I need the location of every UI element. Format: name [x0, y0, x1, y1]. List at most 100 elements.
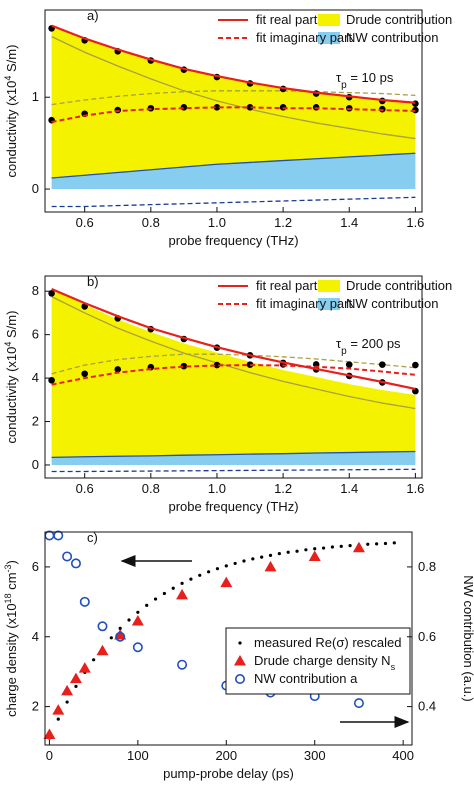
y-axis-label: conductivity (x104 S/m) [3, 311, 19, 444]
data-point [43, 728, 56, 740]
annotation-part: p [341, 80, 347, 91]
area [51, 153, 416, 190]
data-point [132, 642, 143, 653]
data-point [213, 104, 221, 111]
data-point [260, 555, 264, 559]
data-point [412, 361, 419, 369]
area [51, 289, 416, 458]
data-point [330, 545, 335, 549]
data-point [176, 588, 189, 600]
data-point [220, 576, 233, 588]
legend-box [225, 627, 411, 695]
data-point [321, 546, 326, 550]
data-point [308, 550, 321, 561]
legend-marker [235, 673, 246, 684]
y-tick-label: 0 [32, 457, 39, 472]
data-point [78, 662, 91, 673]
y2-tick-label: 0.8 [418, 559, 436, 574]
data-point [207, 570, 211, 574]
data-point [136, 610, 140, 614]
data-point [313, 547, 317, 551]
legend-label: fit real part [256, 278, 318, 293]
data-point [177, 659, 188, 670]
legend-label-part: NW contribution a [254, 671, 358, 686]
y2-tick-label: 0.4 [418, 699, 436, 714]
data-point [162, 591, 166, 596]
x-tick-label: 1.0 [208, 481, 226, 496]
data-point [233, 561, 237, 566]
y-axis-label: charge density (x1018 cm-3) [3, 560, 19, 717]
data-point [44, 530, 55, 541]
x-tick-label: 0.6 [76, 215, 94, 230]
data-point [339, 544, 343, 548]
data-point [264, 560, 277, 572]
data-point [81, 370, 88, 378]
x-tick-label: 300 [304, 748, 326, 763]
data-point [61, 684, 74, 696]
area [51, 451, 416, 465]
y-axis-label: conductivity (x104 S/m) [3, 45, 19, 178]
component-line [51, 36, 416, 140]
data-point [345, 361, 353, 368]
x-axis-label: probe frequency (THz) [168, 499, 298, 514]
y-axis-label-part: ) [4, 560, 19, 564]
annotation-part: τ [336, 70, 342, 85]
y-axis-label-part: -3 [3, 564, 13, 572]
x-tick-label: 0.8 [142, 481, 160, 496]
legend-label: fit imaginary part [256, 296, 352, 311]
x-tick-label: 1.0 [208, 215, 226, 230]
y2-tick-label: 0.6 [418, 629, 436, 644]
legend-label: NW contribution [346, 296, 438, 311]
legend-swatch [318, 14, 340, 26]
y-tick-label: 4 [32, 370, 39, 385]
data-point [352, 541, 365, 553]
y-axis-label-part: 4 [3, 342, 13, 347]
y-axis-label-part: charge density (x10 [4, 603, 19, 716]
data-point [115, 631, 126, 642]
data-point [96, 644, 109, 656]
y-axis-label-part: 18 [3, 593, 13, 603]
data-point [131, 615, 144, 626]
panel-label: c) [87, 530, 98, 545]
y-tick-label: 6 [32, 559, 39, 574]
series-line [51, 24, 416, 104]
x-tick-label: 400 [392, 748, 414, 763]
data-point [224, 564, 228, 568]
data-point [114, 629, 127, 640]
component-line [51, 450, 416, 459]
legend-label: Drude contribution [346, 12, 452, 27]
data-point [295, 549, 299, 553]
data-point [268, 553, 273, 557]
legend-label: NW contribution a [254, 671, 358, 686]
data-point [53, 530, 64, 541]
data-point [348, 544, 352, 548]
y-tick-label: 4 [32, 629, 39, 644]
data-point [70, 558, 81, 569]
series-line [51, 196, 416, 208]
data-point [52, 704, 65, 715]
data-point [277, 552, 281, 556]
data-point [246, 361, 254, 368]
data-point [127, 618, 131, 622]
component-line [51, 296, 416, 410]
series-line [51, 353, 416, 375]
x-tick-label: 0.8 [142, 215, 160, 230]
annotation-part: = 200 ps [347, 336, 401, 351]
legend-swatch [318, 280, 340, 292]
y2-axis-label: NW contribution (a.u.) [461, 575, 474, 701]
legend-label-part: Drude charge density N [254, 653, 391, 668]
axes-frame [44, 275, 423, 479]
series-line [51, 288, 416, 391]
data-point [189, 577, 193, 581]
data-point [383, 541, 388, 546]
series-line [51, 106, 416, 123]
data-point [62, 551, 73, 562]
data-point [246, 104, 254, 111]
data-point [109, 636, 113, 640]
x-axis-label: pump-probe delay (ps) [163, 766, 294, 781]
panel-label: a) [87, 8, 99, 23]
y-tick-label: 0 [32, 181, 39, 196]
x-tick-label: 1.4 [340, 215, 358, 230]
data-point [392, 541, 396, 545]
